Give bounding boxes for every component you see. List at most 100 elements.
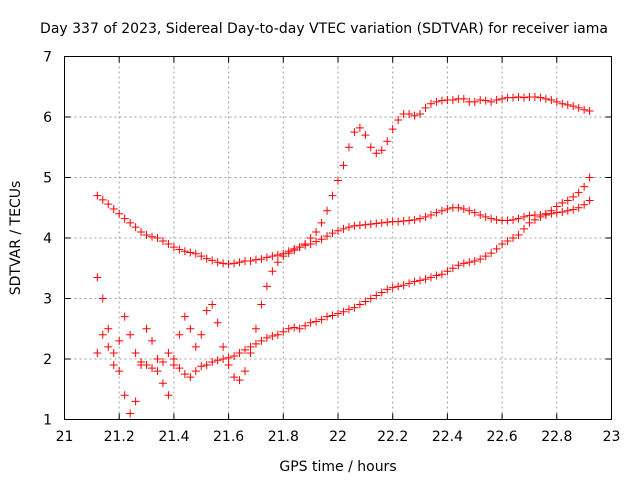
data-point [306,318,315,327]
series-track-c [93,93,594,418]
data-point [547,206,556,215]
y-tick-label: 5 [43,171,52,187]
data-point [158,237,167,246]
data-point [388,125,397,134]
data-point [432,208,441,217]
data-point [465,206,474,215]
data-point [552,202,561,211]
data-point [328,311,337,320]
data-point [558,99,567,108]
data-point [547,96,556,105]
data-point [541,94,550,103]
data-point [317,235,326,244]
data-point [295,324,304,333]
data-point [257,300,266,309]
data-point [459,94,468,103]
data-point [328,191,337,200]
data-point [377,218,386,227]
x-tick-label: 23 [603,429,621,445]
data-point [153,355,162,363]
data-point [323,232,332,241]
data-point [120,214,129,223]
data-point [503,216,512,225]
data-point [180,247,189,256]
data-point [317,218,326,227]
data-point [230,373,239,382]
data-point [492,215,501,224]
data-point [388,283,397,292]
x-tick-label: 21.4 [158,429,189,445]
data-point [202,306,211,315]
data-point [219,355,228,363]
data-point [421,275,430,284]
data-point [372,291,381,300]
data-point [317,315,326,324]
data-point [290,246,299,255]
data-point [574,188,583,197]
data-point [580,200,589,209]
data-point [104,200,113,209]
data-point [492,244,501,253]
data-point [208,300,217,309]
data-point [137,361,146,370]
data-point [416,214,425,223]
data-point [339,224,348,233]
data-point [509,93,518,102]
data-point [191,249,200,258]
data-point [109,361,118,370]
points-layer [93,93,594,418]
data-point [334,309,342,318]
data-point [481,252,490,261]
data-point [93,348,102,357]
data-point [563,100,572,109]
data-point [241,345,250,354]
data-point [426,99,435,108]
data-point [224,361,233,370]
x-tick-label: 22.4 [432,429,463,445]
data-point [437,206,446,215]
data-point [202,254,211,263]
data-point [268,267,277,276]
data-point [230,351,239,360]
data-point [208,358,217,367]
data-point [104,324,113,333]
data-point [224,260,233,269]
data-point [93,191,102,200]
data-point [470,256,479,265]
data-point [257,336,266,345]
data-point [306,234,315,242]
data-point [563,206,572,215]
data-point [109,204,118,213]
data-point [448,264,457,273]
data-point [115,367,124,376]
data-point [339,307,348,316]
data-point [416,276,425,285]
data-point [366,294,375,303]
data-point [115,336,124,345]
data-point [235,376,244,385]
data-point [120,391,129,400]
data-point [372,219,381,228]
data-point [148,364,157,373]
data-point [268,332,277,341]
data-point [448,96,457,105]
y-tick-label: 3 [43,292,52,308]
data-point [443,267,452,276]
y-axis-label: SDTVAR / TECUs [8,181,24,296]
data-point [487,97,496,106]
data-point [410,277,419,286]
data-point [355,221,364,230]
data-point [530,93,539,102]
data-point [334,176,342,185]
data-point [197,330,206,339]
data-point [197,362,206,371]
data-point [350,128,359,137]
data-point [344,223,353,232]
data-point [350,303,359,312]
data-point [383,218,392,227]
data-point [366,143,375,152]
data-point [169,243,178,252]
data-point [126,330,135,339]
data-point [339,161,348,170]
data-point [519,212,528,221]
